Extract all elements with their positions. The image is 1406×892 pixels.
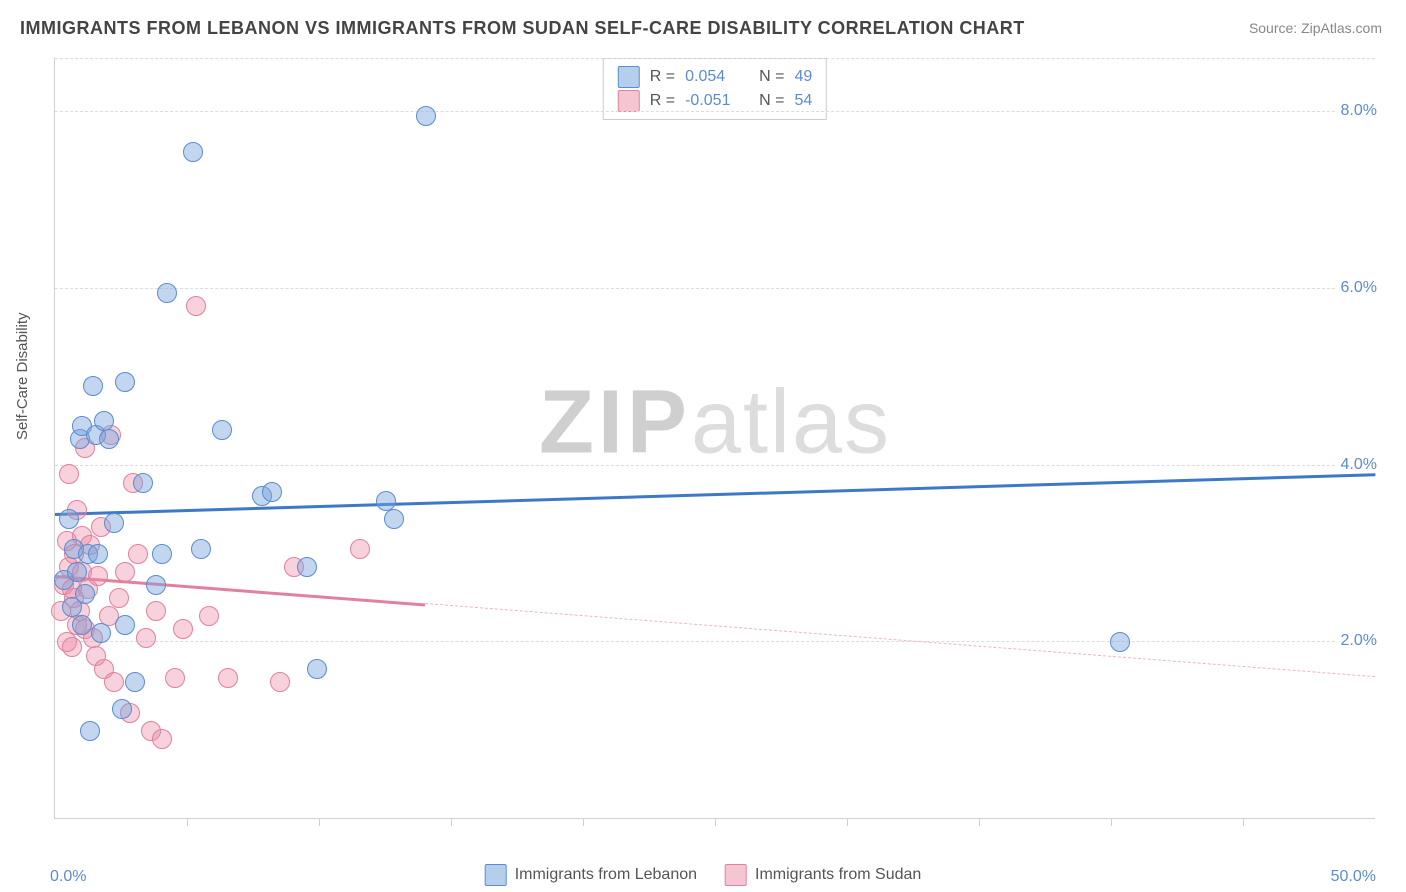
gridline [55, 288, 1375, 289]
data-point [112, 699, 132, 719]
y-tick-label: 4.0% [1335, 456, 1377, 474]
gridline [55, 465, 1375, 466]
swatch-blue-icon [485, 864, 507, 886]
x-tick [979, 818, 980, 826]
legend-stats-row-lebanon: R = 0.054 N = 49 [618, 65, 812, 89]
data-point [212, 420, 232, 440]
data-point [173, 619, 193, 639]
gridline [55, 58, 1375, 59]
watermark: ZIPatlas [539, 371, 891, 474]
data-point [416, 106, 436, 126]
data-point [376, 491, 396, 511]
data-point [270, 672, 290, 692]
n-value-sudan: 54 [794, 89, 812, 113]
x-tick [847, 818, 848, 826]
data-point [99, 429, 119, 449]
data-point [125, 672, 145, 692]
source-label: Source: ZipAtlas.com [1249, 20, 1382, 36]
y-tick-label: 2.0% [1335, 632, 1377, 650]
swatch-blue-icon [618, 66, 640, 88]
data-point [165, 668, 185, 688]
n-value-lebanon: 49 [794, 65, 812, 89]
data-point [183, 142, 203, 162]
data-point [186, 296, 206, 316]
data-point [307, 659, 327, 679]
swatch-pink-icon [618, 90, 640, 112]
legend-stats-row-sudan: R = -0.051 N = 54 [618, 89, 812, 113]
gridline [55, 641, 1375, 642]
y-tick-label: 6.0% [1335, 279, 1377, 297]
data-point [157, 283, 177, 303]
chart-title: IMMIGRANTS FROM LEBANON VS IMMIGRANTS FR… [20, 18, 1025, 39]
data-point [115, 372, 135, 392]
data-point [67, 562, 87, 582]
x-axis-min-label: 0.0% [50, 868, 86, 886]
data-point [80, 721, 100, 741]
data-point [191, 539, 211, 559]
r-value-sudan: -0.051 [685, 89, 741, 113]
data-point [83, 376, 103, 396]
x-tick [187, 818, 188, 826]
data-point [59, 464, 79, 484]
legend-label-lebanon: Immigrants from Lebanon [515, 866, 697, 884]
y-tick-label: 8.0% [1335, 102, 1377, 120]
x-tick [583, 818, 584, 826]
data-point [152, 729, 172, 749]
x-tick [451, 818, 452, 826]
data-point [88, 566, 108, 586]
x-tick [1111, 818, 1112, 826]
data-point [384, 509, 404, 529]
data-point [146, 601, 166, 621]
data-point [136, 628, 156, 648]
data-point [75, 584, 95, 604]
plot-area: ZIPatlas R = 0.054 N = 49 R = -0.051 N =… [54, 58, 1375, 819]
data-point [133, 473, 153, 493]
legend-series: Immigrants from Lebanon Immigrants from … [485, 864, 922, 886]
r-value-lebanon: 0.054 [685, 65, 741, 89]
data-point [146, 575, 166, 595]
y-axis-title: Self-Care Disability [14, 312, 31, 440]
legend-item-sudan: Immigrants from Sudan [725, 864, 921, 886]
swatch-pink-icon [725, 864, 747, 886]
data-point [104, 672, 124, 692]
data-point [1110, 632, 1130, 652]
data-point [59, 509, 79, 529]
legend-item-lebanon: Immigrants from Lebanon [485, 864, 697, 886]
x-axis-max-label: 50.0% [1331, 868, 1376, 886]
data-point [199, 606, 219, 626]
data-point [218, 668, 238, 688]
data-point [350, 539, 370, 559]
data-point [72, 615, 92, 635]
gridline [55, 111, 1375, 112]
data-point [128, 544, 148, 564]
data-point [297, 557, 317, 577]
data-point [262, 482, 282, 502]
data-point [104, 513, 124, 533]
data-point [115, 562, 135, 582]
data-point [109, 588, 129, 608]
data-point [62, 637, 82, 657]
x-tick [319, 818, 320, 826]
data-point [115, 615, 135, 635]
x-tick [1243, 818, 1244, 826]
data-point [152, 544, 172, 564]
x-tick [715, 818, 716, 826]
data-point [88, 544, 108, 564]
legend-label-sudan: Immigrants from Sudan [755, 866, 921, 884]
